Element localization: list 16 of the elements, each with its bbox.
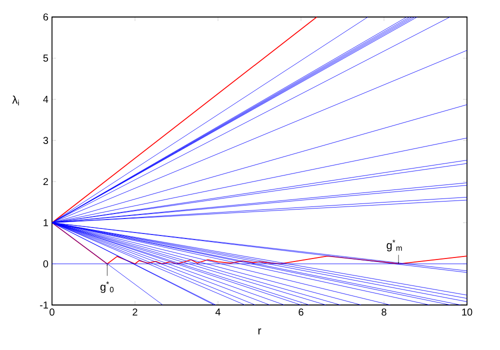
x-tick-label: 10: [462, 308, 472, 316]
x-axis-title: r: [258, 328, 262, 334]
x-tick-label: 2: [132, 308, 138, 316]
y-tick-label: 0: [43, 260, 48, 268]
x-tick-label: 4: [215, 308, 220, 316]
y-axis-title: λ$_{i}$: [12, 96, 19, 106]
y-tick-label: 3: [43, 136, 48, 144]
y-tick-label: -1: [40, 302, 48, 308]
x-tick-label: 6: [298, 308, 304, 316]
x-tick-label: 0: [50, 308, 54, 316]
y-tick-label: 1: [44, 219, 48, 226]
x-tick-label: 8: [382, 308, 386, 316]
y-tick-label: 2: [43, 178, 48, 186]
y-tick-label: 5: [43, 54, 48, 62]
y-tick-label: 6: [43, 13, 48, 21]
y-tick-label: 4: [43, 96, 48, 103]
